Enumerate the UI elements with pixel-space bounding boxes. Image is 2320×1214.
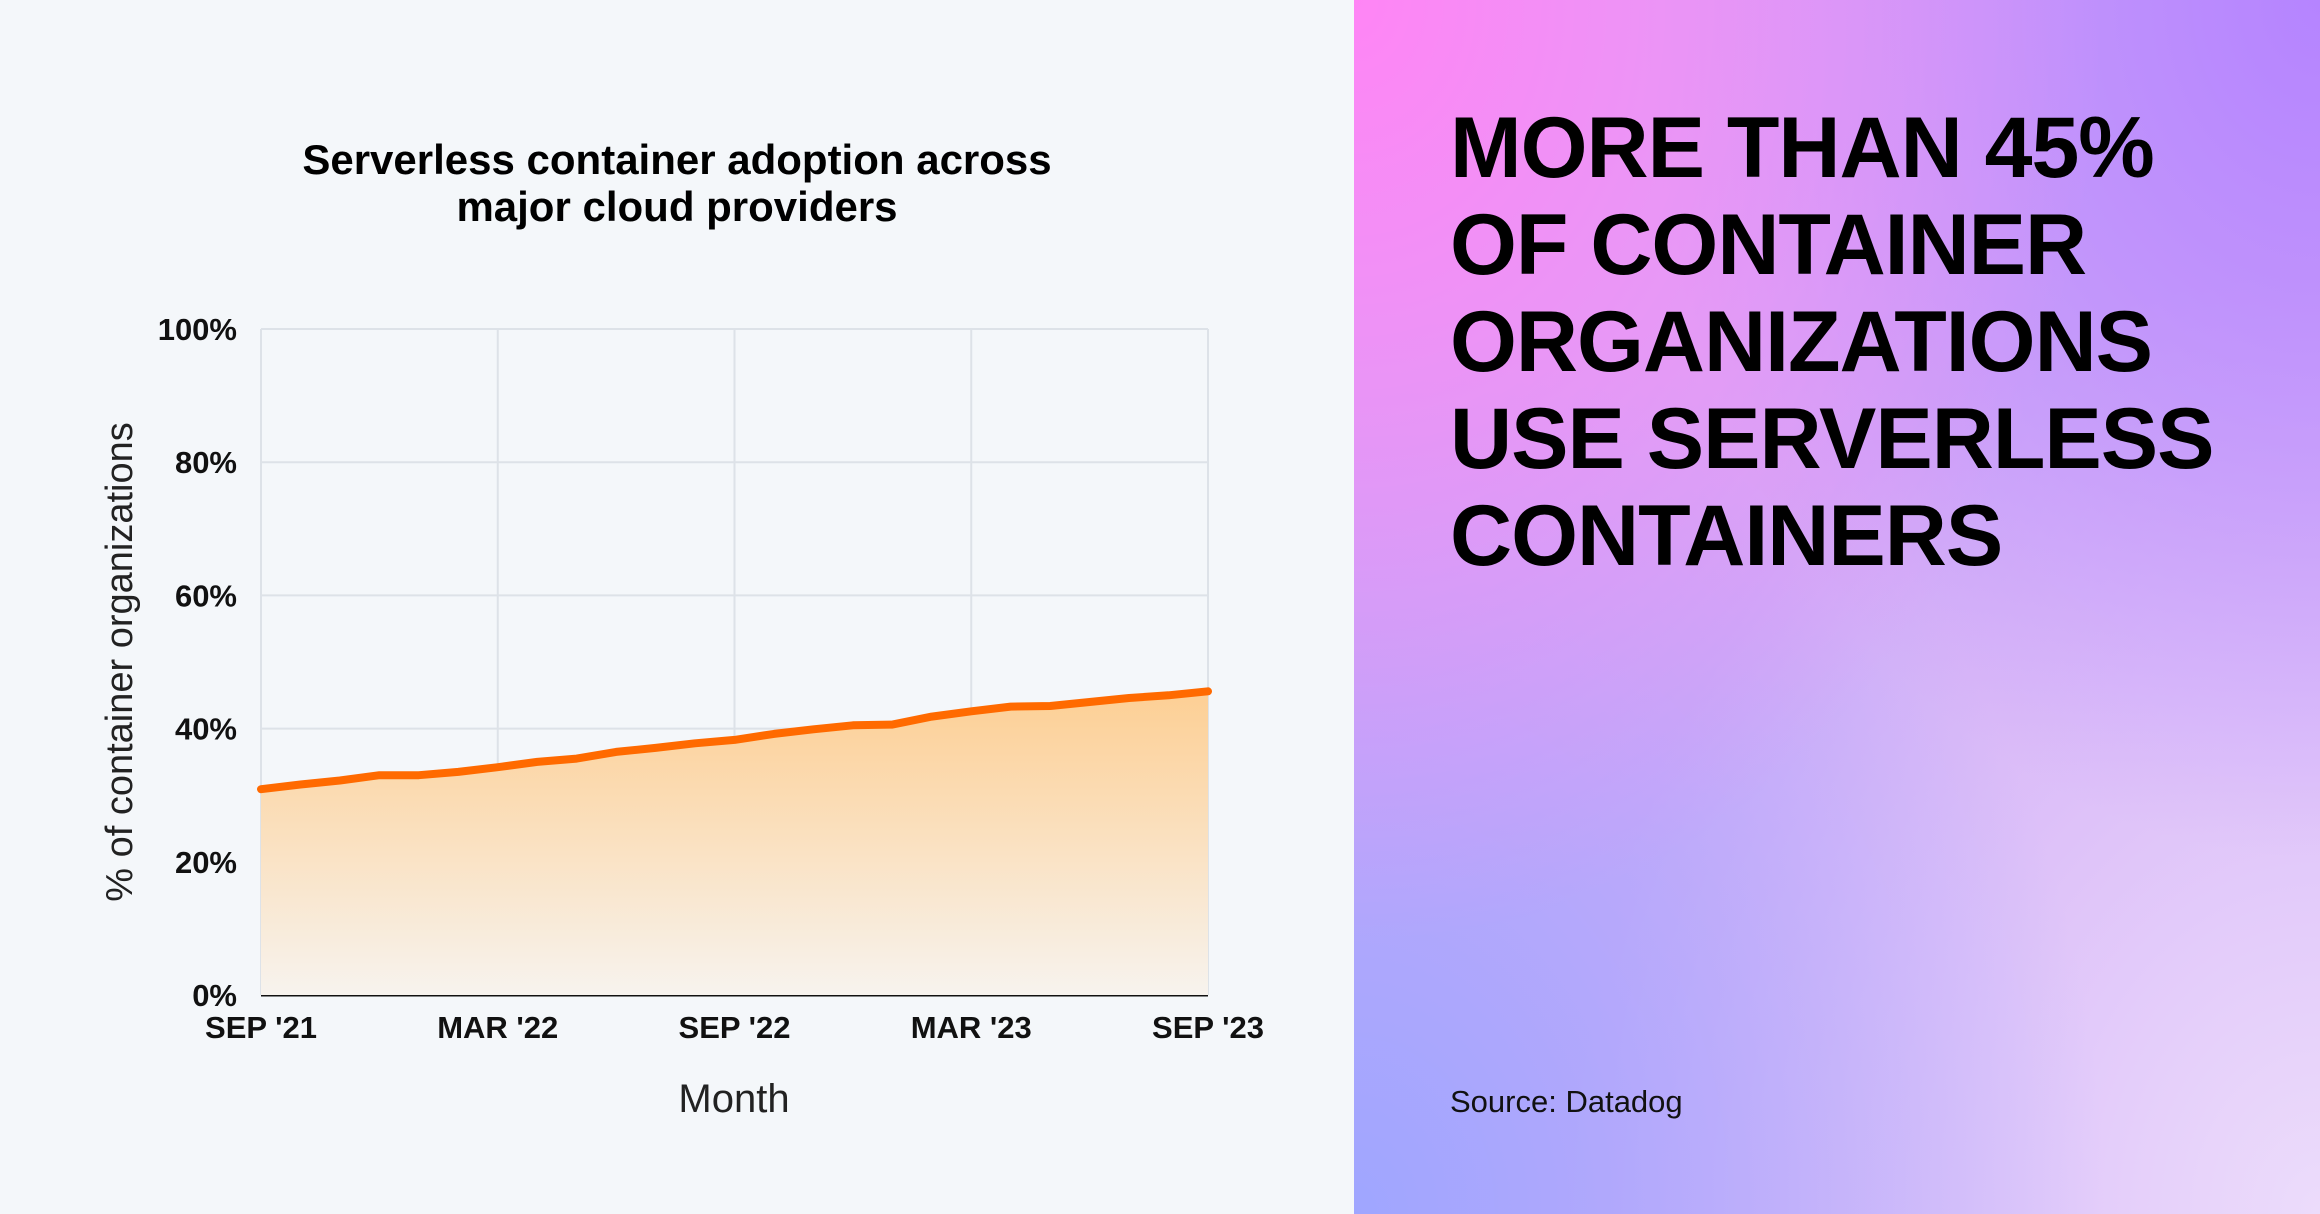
x-tick-label: MAR '23 — [911, 1010, 1032, 1045]
y-tick-label: 60% — [175, 578, 237, 613]
headline-line: USE SERVERLESS — [1450, 391, 2214, 487]
x-tick-label: SEP '21 — [205, 1010, 317, 1045]
source-note: Source: Datadog — [1450, 1084, 1683, 1119]
headline: MORE THAN 45% OF CONTAINER ORGANIZATIONS… — [1450, 100, 2214, 585]
chart-title: Serverless container adoption across maj… — [0, 136, 1354, 230]
x-tick-label: SEP '22 — [679, 1010, 791, 1045]
y-axis-label: % of container organizations — [99, 422, 141, 902]
headline-line: ORGANIZATIONS — [1450, 294, 2153, 390]
y-tick-label: 80% — [175, 445, 237, 480]
x-tick-label: SEP '23 — [1152, 1010, 1264, 1045]
headline-line: OF CONTAINER — [1450, 197, 2087, 293]
chart-title-line: Serverless container adoption across — [302, 136, 1052, 183]
y-tick-label: 40% — [175, 712, 237, 747]
x-axis-label: Month — [678, 1077, 789, 1121]
y-tick-label: 100% — [158, 312, 237, 347]
chart-panel: Serverless container adoption across maj… — [0, 0, 1354, 1214]
chart-title-line: major cloud providers — [456, 183, 898, 230]
y-tick-label: 0% — [192, 978, 237, 1013]
headline-line: CONTAINERS — [1450, 488, 2003, 584]
area-chart: 0% 20% 40% 60% 80% 100% SEP '21 MAR '22 SEP '22 M… — [99, 312, 1264, 1121]
headline-panel: MORE THAN 45% OF CONTAINER ORGANIZATIONS… — [1354, 0, 2320, 1214]
headline-line: MORE THAN 45% — [1450, 100, 2155, 196]
y-tick-label: 20% — [175, 845, 237, 880]
x-tick-label: MAR '22 — [437, 1010, 558, 1045]
